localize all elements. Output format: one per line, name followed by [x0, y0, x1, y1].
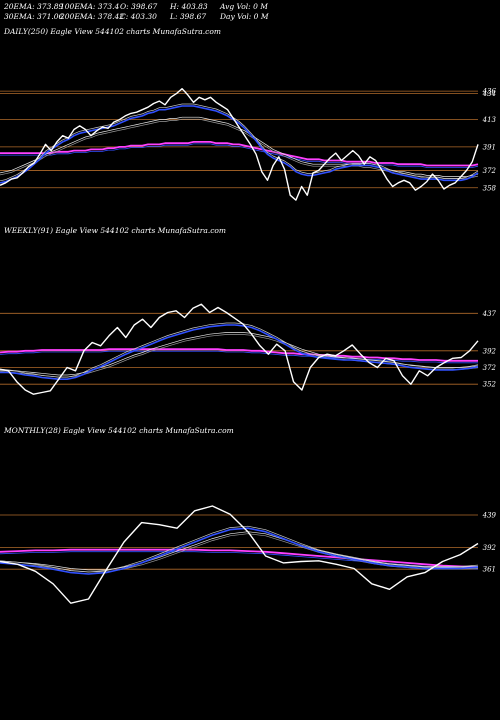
daily-level-label: 391 [483, 143, 496, 151]
daily-level-label: 436 [482, 88, 497, 96]
daily-level-label: 413 [482, 116, 497, 124]
monthly-level-label: 361 [483, 566, 496, 574]
weekly-price-line [0, 303, 479, 395]
weekly-level-label: 392 [483, 347, 497, 355]
high-readout: H: 403.83 [170, 2, 208, 11]
ma-header-row-1: 20EMA: 373.89 100EMA: 373.4 O: 398.67 H:… [4, 2, 494, 12]
avg-volume-readout: Avg Vol: 0 M [220, 2, 268, 11]
weekly-ma-mid-line-shadow [0, 334, 479, 378]
monthly-panel-title: MONTHLY(28) Eagle View 544102 charts Mun… [4, 426, 234, 435]
monthly-ma-mid-line [0, 531, 479, 571]
daily-ma-short-line [0, 105, 479, 184]
daily-ma-long-line [0, 140, 479, 167]
day-volume-readout: Day Vol: 0 M [220, 12, 269, 21]
monthly-price-line [0, 505, 479, 604]
monthly-ma-long-line [0, 548, 479, 568]
ema20-readout: 20EMA: 373.89 [4, 2, 64, 11]
weekly-panel-title: WEEKLY(91) Eagle View 544102 charts Muna… [4, 226, 227, 235]
weekly-ma-short-line [0, 324, 479, 381]
open-readout: O: 398.67 [120, 2, 158, 11]
close-readout: C: 403.30 [120, 12, 157, 21]
weekly-level-label: 372 [483, 364, 497, 372]
daily-price-line [0, 87, 479, 201]
low-readout: L: 398.67 [170, 12, 207, 21]
weekly-level-label: 437 [482, 310, 497, 318]
weekly-level-label: 352 [483, 381, 497, 389]
monthly-ma-short-line-shadow [0, 525, 479, 573]
daily-level-label: 358 [483, 184, 497, 192]
weekly-ma-long-line [0, 348, 478, 362]
monthly-ma-short-line [0, 527, 479, 575]
ma-header-row-2: 30EMA: 371.06 200EMA: 378.42 C: 403.30 L… [4, 12, 494, 22]
ema100-readout: 100EMA: 373.4 [60, 2, 120, 11]
weekly-ma-long-line-shadow [0, 350, 478, 364]
ema30-readout: 30EMA: 371.06 [4, 12, 64, 21]
weekly-ma-short-line-shadow [0, 322, 479, 378]
monthly-level-label: 392 [483, 544, 497, 552]
daily-level-label: 372 [483, 167, 497, 175]
daily-panel-title: DAILY(250) Eagle View 544102 charts Muna… [4, 27, 221, 36]
daily-level-label: 434 [482, 90, 496, 98]
ema200-readout: 200EMA: 378.42 [60, 12, 125, 21]
daily-ma-short-line-shadow [0, 103, 479, 182]
monthly-level-label: 439 [482, 512, 497, 520]
daily-ma-long-line-shadow [0, 143, 479, 168]
